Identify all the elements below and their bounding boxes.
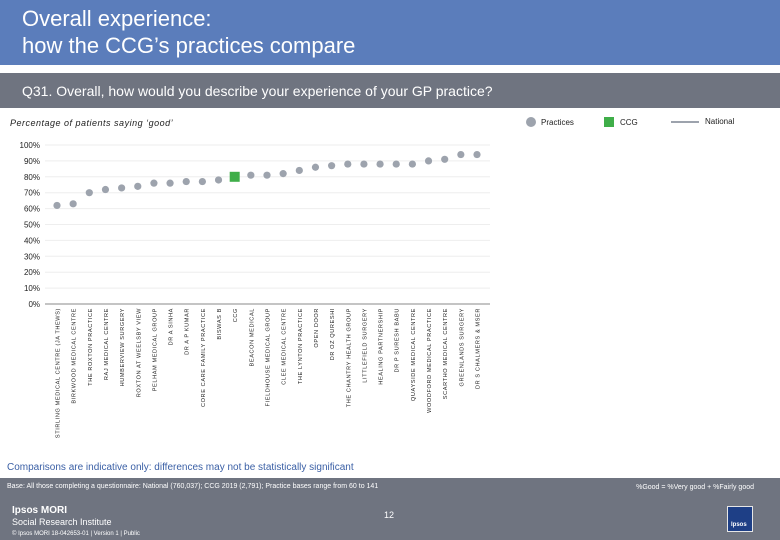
- page-number: 12: [384, 510, 395, 520]
- y-tick-label: 80%: [24, 173, 40, 182]
- legend-ccg-label: CCG: [620, 117, 638, 127]
- title-line-2: how the CCG’s practices compare: [22, 33, 356, 58]
- category-label: RAJ MEDICAL CENTRE: [104, 308, 110, 380]
- y-tick-label: 90%: [24, 157, 40, 166]
- practice-point: [53, 201, 61, 210]
- practice-point: [328, 162, 336, 170]
- practice-point: [311, 163, 320, 171]
- practice-point: [408, 160, 416, 168]
- category-label: THE LYNTON PRACTICE: [298, 308, 304, 384]
- y-tick-label: 50%: [24, 221, 40, 230]
- legend-ccg: CCG: [604, 117, 638, 127]
- category-label: THE ROXTON PRACTICE: [88, 308, 94, 386]
- practice-point: [424, 157, 433, 165]
- practice-point: [69, 200, 77, 208]
- legend-practices-label: Practices: [541, 117, 574, 127]
- practice-point: [247, 171, 255, 179]
- category-label: BISWAS B: [217, 308, 223, 340]
- category-label: STIRLING MEDICAL CENTRE (JA THEWS): [56, 308, 62, 438]
- practice-point: [214, 176, 223, 184]
- y-tick-label: 100%: [20, 141, 40, 150]
- category-label: LITTLEFIELD SURGERY: [362, 308, 368, 383]
- copyright-text: © Ipsos MORI 18-042653-01 | Version 1 | …: [12, 531, 140, 537]
- practice-point: [457, 150, 465, 159]
- practice-point: [101, 185, 110, 194]
- category-label: ROXTON AT WEELSBY VIEW: [136, 308, 142, 397]
- category-label: DR OZ QURESHI: [330, 308, 336, 360]
- category-label: FIELDHOUSE MEDICAL GROUP: [266, 308, 272, 406]
- y-tick-label: 40%: [24, 236, 40, 245]
- category-label: DR A P KUMAR: [185, 308, 191, 355]
- sri-logo-text: Social Research Institute: [12, 517, 112, 527]
- ccg-square-icon: [604, 117, 614, 127]
- category-label: OPEN DOOR: [314, 308, 320, 348]
- ipsos-mori-logo: Ipsos MORI: [12, 505, 68, 516]
- category-label: BIRKWOOD MEDICAL CENTRE: [72, 308, 78, 404]
- y-tick-label: 10%: [24, 284, 40, 293]
- practice-point: [376, 160, 384, 168]
- category-label: THE CHANTRY HEALTH GROUP: [346, 308, 352, 407]
- category-label: QUAYSIDE MEDICAL CENTRE: [411, 308, 417, 401]
- practice-point: [118, 184, 126, 192]
- category-label: CLEE MEDICAL CENTRE: [282, 308, 288, 385]
- legend-practices: Practices: [526, 117, 574, 127]
- y-tick-label: 70%: [24, 189, 40, 198]
- category-label: HEALING PARTNERSHIP: [379, 308, 385, 385]
- practice-point: [198, 177, 206, 186]
- category-label: HUMBERVIEW SURGERY: [120, 308, 126, 386]
- national-line-icon: [671, 120, 699, 123]
- practice-point: [360, 160, 368, 168]
- ipsos-logo-icon: Ipsos: [727, 506, 753, 532]
- footer-band: Base: All those completing a questionnai…: [0, 478, 780, 540]
- y-tick-label: 30%: [24, 252, 40, 261]
- legend-national: National: [671, 117, 734, 126]
- question-text: Q31. Overall, how would you describe you…: [22, 83, 493, 99]
- practice-point: [150, 179, 158, 187]
- practice-point: [263, 171, 271, 179]
- category-label: DR A SINHA: [169, 308, 175, 345]
- category-label: WOODFORD MEDICAL PRACTICE: [427, 308, 433, 413]
- category-label: CORE CARE FAMILY PRACTICE: [201, 308, 207, 407]
- practice-point: [85, 189, 93, 197]
- question-band: Q31. Overall, how would you describe you…: [0, 73, 780, 108]
- practice-point: [295, 166, 303, 175]
- practice-point: [473, 150, 481, 159]
- practice-comparison-chart: 0% 10% 20% 30% 40% 50% 60% 70% 80% 90% 100% STIRLIN…: [20, 141, 490, 438]
- title-line-1: Overall experience:: [22, 6, 212, 31]
- category-label: DR P SURESH BABU: [395, 308, 401, 373]
- good-definition: %Good = %Very good + %Fairly good: [636, 484, 754, 491]
- header-band: Overall experience: how the CCG’s practi…: [0, 0, 780, 65]
- legend-national-label: National: [705, 117, 735, 126]
- practice-point: [182, 177, 190, 186]
- category-label: DR S CHALMERS & MSER: [476, 308, 482, 389]
- practice-point: [279, 170, 287, 178]
- y-tick-label: 0%: [28, 300, 40, 309]
- base-text: Base: All those completing a questionnai…: [7, 483, 379, 490]
- category-label: SCARTHO MEDICAL CENTRE: [443, 308, 449, 399]
- practice-point: [392, 160, 400, 168]
- practice-point: [134, 182, 142, 190]
- practice-point: [441, 155, 449, 163]
- practice-point: [344, 160, 352, 168]
- practice-dot-icon: [526, 117, 536, 127]
- page-title: Overall experience: how the CCG’s practi…: [22, 5, 355, 59]
- y-tick-label: 20%: [24, 268, 40, 277]
- y-tick-label: 60%: [24, 205, 40, 214]
- category-label: PELHAM MEDICAL GROUP: [152, 308, 158, 391]
- practice-point: [166, 179, 174, 187]
- category-label: GREENLANDS SURGERY: [459, 308, 465, 386]
- chart-subtitle: Percentage of patients saying ‘good’: [10, 118, 174, 128]
- category-label: CCG: [233, 308, 239, 322]
- comparison-note: Comparisons are indicative only: differe…: [7, 462, 354, 473]
- category-label: BEACON MEDICAL: [249, 308, 255, 366]
- ipsos-badge-text: Ipsos: [731, 522, 747, 528]
- ccg-marker: [229, 171, 240, 182]
